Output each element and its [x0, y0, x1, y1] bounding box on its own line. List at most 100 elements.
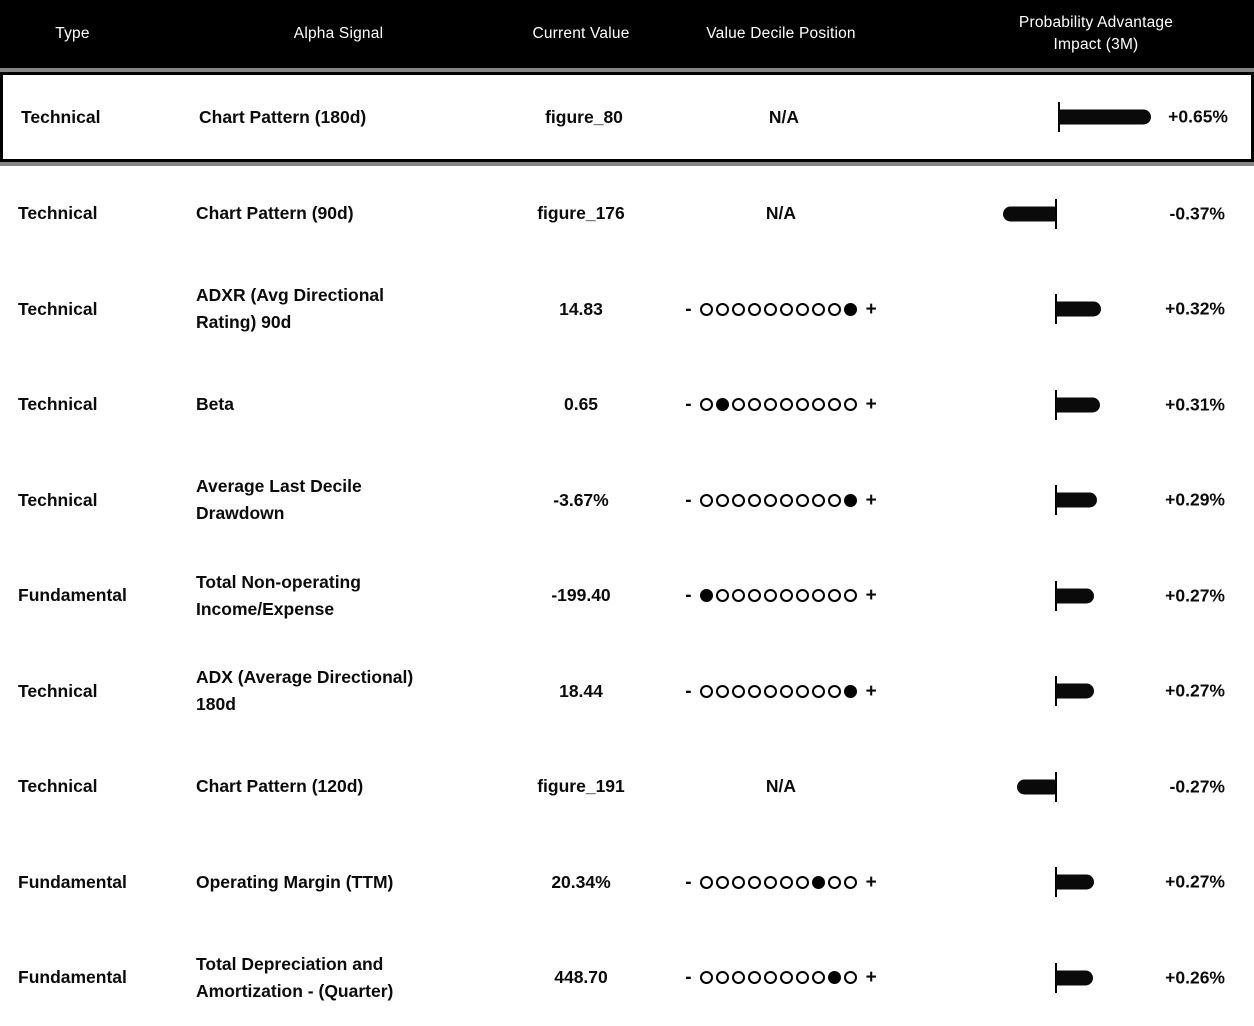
table-row[interactable]: Fundamental Operating Margin (TTM) 20.34… — [0, 834, 1254, 931]
row-signal: Total Depreciation and Amortization - (Q… — [196, 953, 394, 1001]
row-type: Technical — [18, 203, 98, 224]
column-header-current-value-label: Current Value — [532, 25, 630, 42]
decile-dot — [780, 302, 794, 316]
current-value-cell: figure_191 — [486, 776, 676, 797]
table-row[interactable]: Fundamental Total Non-operating Income/E… — [0, 548, 1254, 644]
decile-dot — [796, 398, 810, 412]
decile-dot — [780, 589, 794, 603]
impact-cell: +0.27% — [886, 644, 1254, 740]
row-type: Fundamental — [18, 585, 127, 606]
decile-min-sign: - — [685, 967, 692, 989]
row-current-value: 18.44 — [559, 680, 603, 701]
decile-dot-filled — [700, 589, 714, 603]
type-cell: Technical — [0, 203, 145, 224]
row-current-value: 448.70 — [554, 967, 608, 988]
decile-dot — [780, 875, 794, 889]
decile-cell: N/A — [676, 203, 886, 224]
impact-bar — [1016, 779, 1055, 795]
decile-dot — [732, 589, 746, 603]
decile-dot — [732, 971, 746, 985]
decile-dot — [732, 398, 746, 412]
column-header-type: Type — [0, 23, 145, 45]
row-signal: ADX (Average Directional) 180d — [196, 667, 414, 715]
current-value-cell: 18.44 — [486, 681, 676, 702]
row-signal: Average Last Decile Drawdown — [196, 476, 362, 524]
decile-dot — [748, 875, 762, 889]
decile-min-sign: - — [685, 585, 692, 607]
decile-dot-filled — [828, 971, 842, 985]
decile-dot — [732, 875, 746, 889]
table-row[interactable]: Technical ADX (Average Directional) 180d… — [0, 643, 1254, 740]
impact-label: -0.37% — [1169, 203, 1225, 224]
decile-dot — [748, 398, 762, 412]
decile-cell: - + — [676, 491, 886, 510]
type-cell: Fundamental — [0, 585, 145, 606]
column-header-probability-advantage-impact: Probability Advantage Impact (3M) — [886, 12, 1254, 56]
impact-zero-baseline — [1055, 771, 1057, 802]
impact-label: -0.27% — [1169, 776, 1225, 797]
decile-dot — [764, 493, 778, 507]
impact-bar — [1056, 397, 1100, 413]
decile-dot — [732, 684, 746, 698]
table-row[interactable]: Fundamental Total Depreciation and Amort… — [0, 930, 1254, 1026]
decile-min-sign: - — [685, 489, 692, 511]
decile-dot-filled — [844, 493, 858, 507]
table-row[interactable]: Technical Beta 0.65 - + +0.31% — [0, 357, 1254, 453]
current-value-cell: figure_176 — [486, 203, 676, 224]
decile-max-sign: + — [865, 585, 877, 607]
table-row[interactable]: Technical ADXR (Avg Directional Rating) … — [0, 261, 1254, 357]
impact-bar — [1056, 588, 1095, 604]
decile-dot — [700, 875, 714, 889]
current-value-cell: -199.40 — [486, 585, 676, 606]
decile-dot — [764, 302, 778, 316]
decile-dot — [828, 398, 842, 412]
row-current-value: 14.83 — [559, 298, 603, 319]
impact-bar — [1056, 874, 1095, 890]
row-signal: Chart Pattern (120d) — [196, 776, 364, 797]
table-row[interactable]: Technical Chart Pattern (120d) figure_19… — [0, 739, 1254, 835]
signal-cell: Total Non-operating Income/Expense — [145, 569, 486, 623]
signal-cell: ADXR (Avg Directional Rating) 90d — [145, 282, 486, 336]
impact-label: +0.27% — [1165, 585, 1225, 606]
type-cell: Fundamental — [0, 872, 145, 893]
column-header-alpha-signal: Alpha Signal — [145, 23, 486, 45]
current-value-cell: 448.70 — [486, 967, 676, 988]
row-signal: Operating Margin (TTM) — [196, 871, 394, 892]
decile-dot — [780, 493, 794, 507]
impact-cell: +0.27% — [886, 835, 1254, 931]
row-current-value: -3.67% — [553, 489, 609, 510]
decile-dot — [700, 493, 714, 507]
decile-dot — [796, 589, 810, 603]
decile-cell: - + — [676, 300, 886, 319]
decile-dot-filled — [844, 684, 858, 698]
type-cell: Technical — [0, 681, 145, 702]
column-header-alpha-signal-label: Alpha Signal — [293, 25, 384, 42]
table-row[interactable]: Technical Chart Pattern (180d) figure_80… — [0, 68, 1254, 166]
signal-cell: ADX (Average Directional) 180d — [145, 664, 486, 718]
decile-na-label: N/A — [765, 776, 797, 797]
decile-dot — [700, 302, 714, 316]
decile-dot — [764, 589, 778, 603]
decile-cell: - + — [676, 968, 886, 987]
impact-cell: +0.29% — [886, 453, 1254, 549]
row-signal: Chart Pattern (180d) — [199, 106, 367, 127]
decile-dot — [844, 971, 858, 985]
decile-max-sign: + — [865, 489, 877, 511]
column-header-probability-advantage-impact-label: Probability Advantage Impact (3M) — [1018, 14, 1174, 53]
column-header-type-label: Type — [55, 25, 90, 42]
decile-dot — [780, 971, 794, 985]
decile-dot — [812, 971, 826, 985]
impact-cell: +0.26% — [886, 930, 1254, 1026]
decile-dot — [716, 684, 730, 698]
signal-cell: Average Last Decile Drawdown — [145, 473, 486, 527]
decile-max-sign: + — [865, 680, 877, 702]
table-row[interactable]: Technical Average Last Decile Drawdown -… — [0, 452, 1254, 549]
table-row[interactable]: Technical Chart Pattern (90d) figure_176… — [0, 166, 1254, 262]
row-current-value: 0.65 — [563, 394, 599, 415]
decile-min-sign: - — [685, 298, 692, 320]
decile-dot — [764, 684, 778, 698]
impact-bar — [1056, 492, 1098, 508]
impact-label: +0.31% — [1165, 394, 1225, 415]
row-type: Technical — [18, 394, 98, 415]
